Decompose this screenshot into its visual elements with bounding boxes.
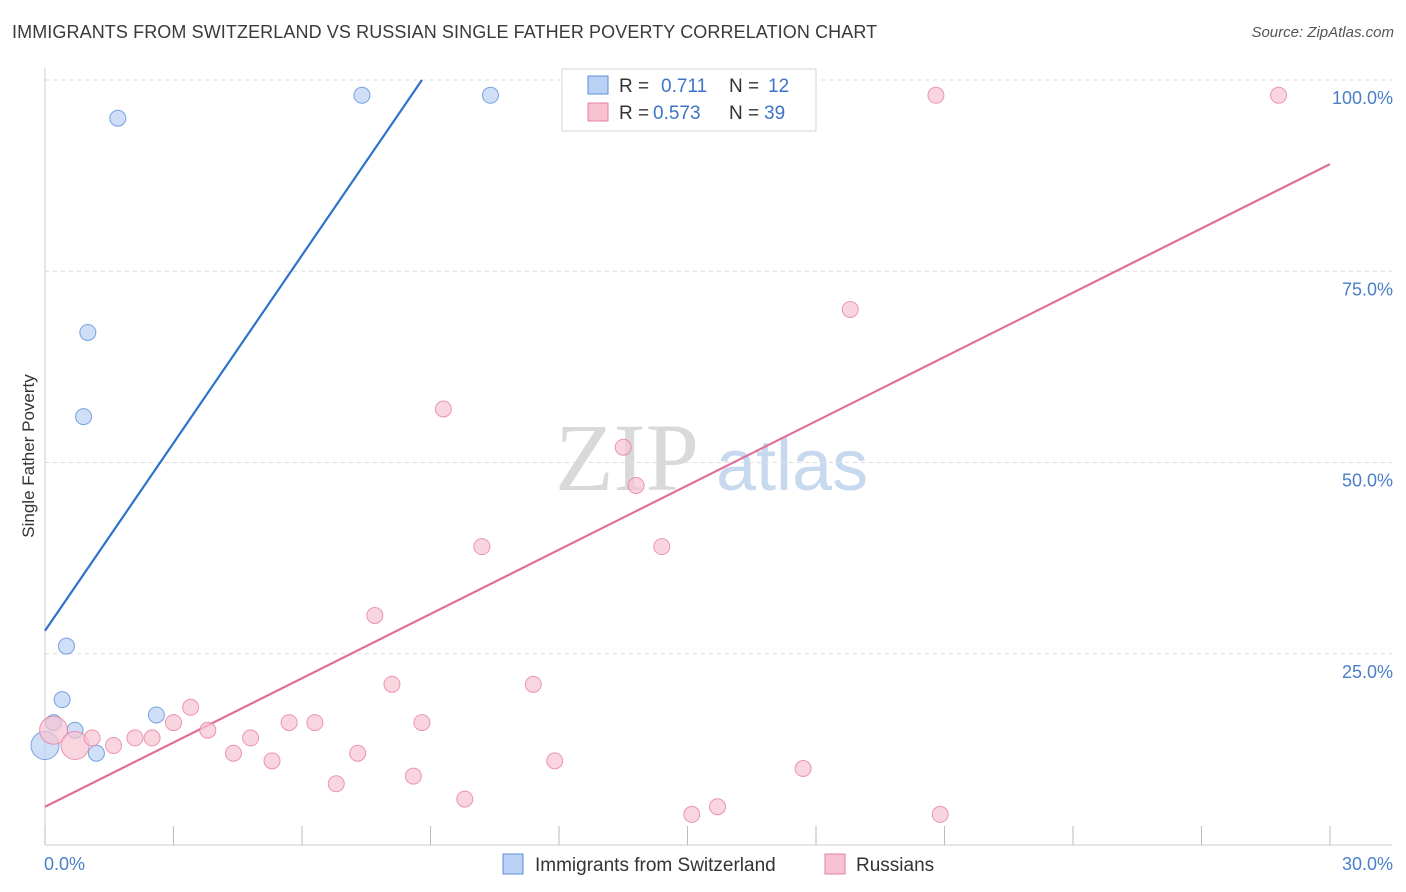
point-russians-11 <box>263 752 281 770</box>
legend-swatch-switzerland <box>587 75 609 95</box>
trend-line-switzerland <box>44 79 423 632</box>
point-russians-12 <box>280 714 298 732</box>
point-russians-15 <box>349 744 367 762</box>
bottom-legend-label-russians: Russians <box>856 855 934 876</box>
source-credit: Source: ZipAtlas.com <box>1251 24 1394 41</box>
watermark: ZIP atlas <box>555 404 868 511</box>
point-russians-36 <box>927 86 945 104</box>
trend-line-russians <box>44 163 1331 808</box>
point-russians-21 <box>456 790 474 808</box>
y-tick-label-1: 50.0% <box>1342 471 1393 491</box>
point-russians-17 <box>383 675 401 693</box>
legend-swatch-russians <box>587 102 609 122</box>
point-switzerland-6 <box>79 323 97 341</box>
bottom-legend-swatch-switzerland <box>502 853 524 875</box>
trend-lines <box>44 79 1331 808</box>
point-switzerland-3 <box>57 637 75 655</box>
point-russians-14 <box>327 775 345 793</box>
point-russians-5 <box>143 729 161 747</box>
correlation-legend: R = 0.711 N = 12 R = 0.573 N = 39 <box>561 68 817 132</box>
y-tick-label-0: 25.0% <box>1342 662 1393 682</box>
point-russians-7 <box>182 698 200 716</box>
point-russians-22 <box>473 538 491 556</box>
point-russians-38 <box>1270 86 1288 104</box>
point-russians-10 <box>242 729 260 747</box>
legend-r-value-2: 0.573 <box>653 103 701 124</box>
point-russians-18 <box>404 767 422 785</box>
point-russians-0 <box>39 715 69 745</box>
legend-n-value-2: 39 <box>764 103 785 124</box>
point-russians-30 <box>683 805 701 823</box>
axes <box>44 68 1392 846</box>
point-russians-31 <box>708 798 726 816</box>
point-switzerland-9 <box>147 706 165 724</box>
legend-n-label-2: N = <box>729 103 759 124</box>
chart-title: IMMIGRANTS FROM SWITZERLAND VS RUSSIAN S… <box>12 22 878 42</box>
tick-labels: 25.0% 50.0% 75.0% 100.0% 0.0% 30.0% <box>44 88 1393 874</box>
y-tick-label-2: 75.0% <box>1342 279 1393 299</box>
y-tick-label-3: 100.0% <box>1332 88 1393 108</box>
legend-n-label-1: N = <box>729 76 759 97</box>
point-russians-27 <box>614 438 632 456</box>
point-russians-9 <box>224 744 242 762</box>
point-russians-2 <box>83 729 101 747</box>
point-russians-37 <box>931 805 949 823</box>
point-russians-23 <box>524 675 542 693</box>
point-switzerland-2 <box>53 691 71 709</box>
bottom-legend-swatch-russians <box>824 853 846 875</box>
legend-r-label-1: R = <box>619 76 649 97</box>
point-switzerland-11 <box>481 86 499 104</box>
x-tick-label-1: 30.0% <box>1342 854 1393 874</box>
point-switzerland-7 <box>87 744 105 762</box>
point-switzerland-10 <box>353 86 371 104</box>
point-russians-3 <box>105 737 123 755</box>
point-switzerland-5 <box>75 408 93 426</box>
point-switzerland-8 <box>109 109 127 127</box>
watermark-zip: ZIP <box>555 404 699 511</box>
point-russians-20 <box>434 400 452 418</box>
point-russians-24 <box>546 752 564 770</box>
point-russians-16 <box>366 607 384 624</box>
point-russians-8 <box>199 721 217 739</box>
point-russians-6 <box>165 714 182 732</box>
series-legend: Immigrants from Switzerland Russians <box>502 853 934 876</box>
gridlines <box>45 79 1392 655</box>
legend-n-value-1: 12 <box>768 76 789 97</box>
watermark-atlas: atlas <box>716 426 868 506</box>
bottom-legend-label-switzerland: Immigrants from Switzerland <box>535 855 776 876</box>
x-tick-label-0: 0.0% <box>44 854 85 874</box>
point-russians-13 <box>306 714 324 732</box>
point-russians-4 <box>126 729 144 747</box>
point-russians-34 <box>794 760 812 777</box>
point-russians-28 <box>627 476 645 494</box>
point-russians-35 <box>841 301 859 318</box>
y-axis-label: Single Father Poverty <box>19 374 38 538</box>
point-russians-29 <box>653 538 671 556</box>
point-russians-19 <box>413 714 431 732</box>
legend-r-value-1: 0.711 <box>661 76 707 97</box>
legend-r-label-2: R = <box>619 103 649 124</box>
